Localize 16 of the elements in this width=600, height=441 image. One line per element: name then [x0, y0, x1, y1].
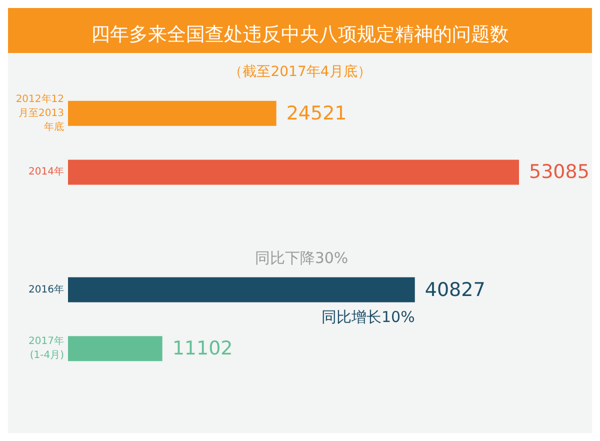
y-tick-label: 2017年(1-4月) — [28, 335, 64, 362]
data-label: 24521 — [286, 102, 347, 124]
bar — [68, 336, 162, 362]
data-label: 40827 — [424, 278, 486, 301]
y-tick-label: 2014年 — [28, 166, 64, 178]
y-tick-label: 2012年12月至2013年底 — [16, 92, 64, 133]
chart-subtitle: （截至2017年4月底） — [228, 64, 372, 80]
bar — [68, 277, 415, 302]
y-tick-label: 2016年 — [28, 283, 64, 296]
data-label: 11102 — [172, 338, 233, 360]
bar — [68, 100, 276, 126]
chart-title: 四年多来全国查处违反中央八项规定精神的问题数 — [91, 24, 509, 46]
bar — [68, 160, 519, 185]
annotation: 同比下降30% — [254, 249, 348, 267]
annotation: 同比增长10% — [322, 308, 415, 326]
data-label: 53085 — [529, 161, 590, 184]
